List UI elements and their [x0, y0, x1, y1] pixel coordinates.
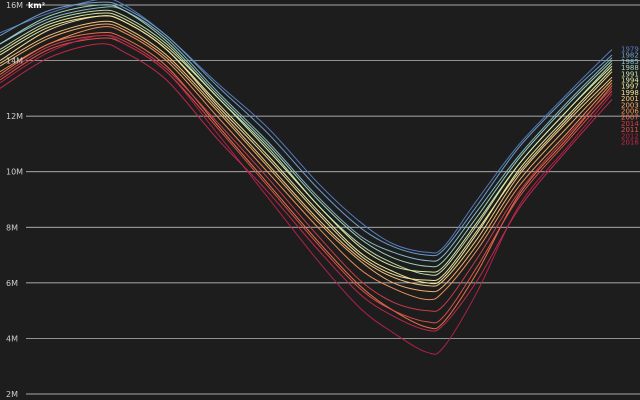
series-end-label-1982: 1982: [621, 52, 639, 60]
series-line-1998: [0, 15, 613, 282]
series-end-label-1988: 1988: [621, 64, 639, 72]
series-end-label-2003: 2003: [621, 101, 639, 109]
grid-layer: [26, 4, 640, 395]
series-end-label-1985: 1985: [621, 58, 639, 66]
y-tick-label: 4M: [6, 334, 18, 343]
y-tick-label: 16M: [6, 1, 23, 10]
series-line-1985: [0, 6, 613, 262]
series-line-2011: [0, 37, 613, 324]
series-line-1991: [0, 9, 613, 276]
series-end-label-1979: 1979: [621, 45, 639, 53]
series-line-2014: [0, 34, 613, 312]
series-line-1982: [0, 1, 613, 257]
series-end-label-1998: 1998: [621, 89, 639, 97]
series-line-2006: [0, 26, 613, 301]
y-tick-label: 10M: [6, 168, 23, 177]
series-line-1988: [0, 4, 613, 268]
series-line-1979: [0, 0, 613, 254]
y-tick-label: 8M: [6, 223, 18, 232]
series-end-label-2001: 2001: [621, 95, 639, 103]
series-line-2003: [0, 23, 613, 293]
series-line-2016: [0, 43, 613, 332]
series-end-label-2016: 2016: [621, 138, 639, 146]
series-end-label-2007: 2007: [621, 114, 639, 122]
y-tick-label: 14M: [6, 57, 23, 66]
y-unit-label: km²: [28, 1, 46, 10]
y-tick-label: 12M: [6, 112, 23, 121]
series-end-label-1991: 1991: [621, 70, 639, 78]
y-tick-label: 6M: [6, 279, 18, 288]
series-end-label-1994: 1994: [621, 76, 639, 84]
series-end-label-1997: 1997: [621, 83, 639, 91]
series-end-label-2014: 2014: [621, 120, 639, 128]
series-end-label-2011: 2011: [621, 126, 639, 134]
series-line-2007: [0, 32, 613, 330]
series-line-1997: [0, 15, 613, 285]
series-end-label-2006: 2006: [621, 107, 639, 115]
y-tick-label: 2M: [6, 390, 18, 399]
series-line-2012: [0, 34, 613, 355]
series-layer: [0, 0, 613, 355]
series-line-1994: [0, 12, 613, 273]
series-line-2001: [0, 20, 613, 287]
series-end-label-2012: 2012: [621, 132, 639, 140]
